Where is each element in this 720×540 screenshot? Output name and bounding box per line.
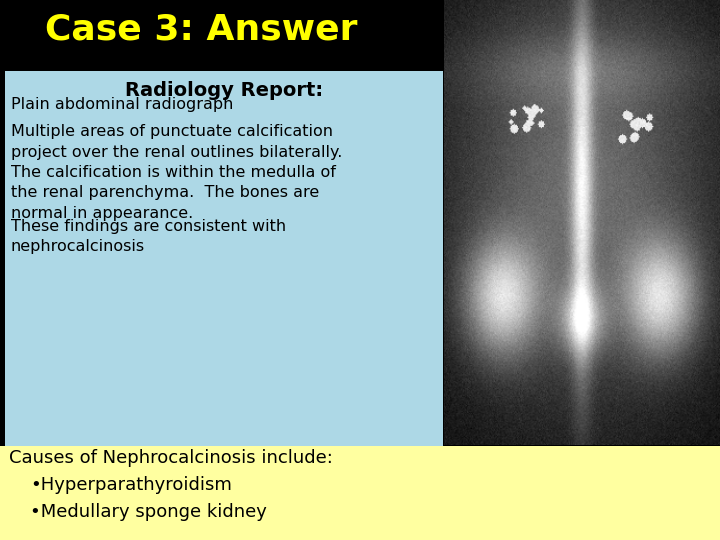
Text: Causes of Nephrocalcinosis include:: Causes of Nephrocalcinosis include: bbox=[9, 449, 333, 467]
Text: Plain abdominal radiograph: Plain abdominal radiograph bbox=[11, 97, 233, 112]
Text: •Hyperparathyroidism: •Hyperparathyroidism bbox=[30, 476, 232, 494]
Text: Case 3: Answer: Case 3: Answer bbox=[45, 13, 358, 46]
Text: Radiology Report:: Radiology Report: bbox=[125, 81, 323, 100]
Text: Multiple areas of punctuate calcification
project over the renal outlines bilate: Multiple areas of punctuate calcificatio… bbox=[11, 124, 342, 160]
FancyBboxPatch shape bbox=[5, 71, 443, 446]
Text: •Medullary sponge kidney: •Medullary sponge kidney bbox=[30, 503, 267, 521]
FancyBboxPatch shape bbox=[0, 446, 720, 540]
Text: The calcification is within the medulla of
the renal parenchyma.  The bones are
: The calcification is within the medulla … bbox=[11, 165, 336, 220]
Text: These findings are consistent with
nephrocalcinosis: These findings are consistent with nephr… bbox=[11, 219, 286, 254]
